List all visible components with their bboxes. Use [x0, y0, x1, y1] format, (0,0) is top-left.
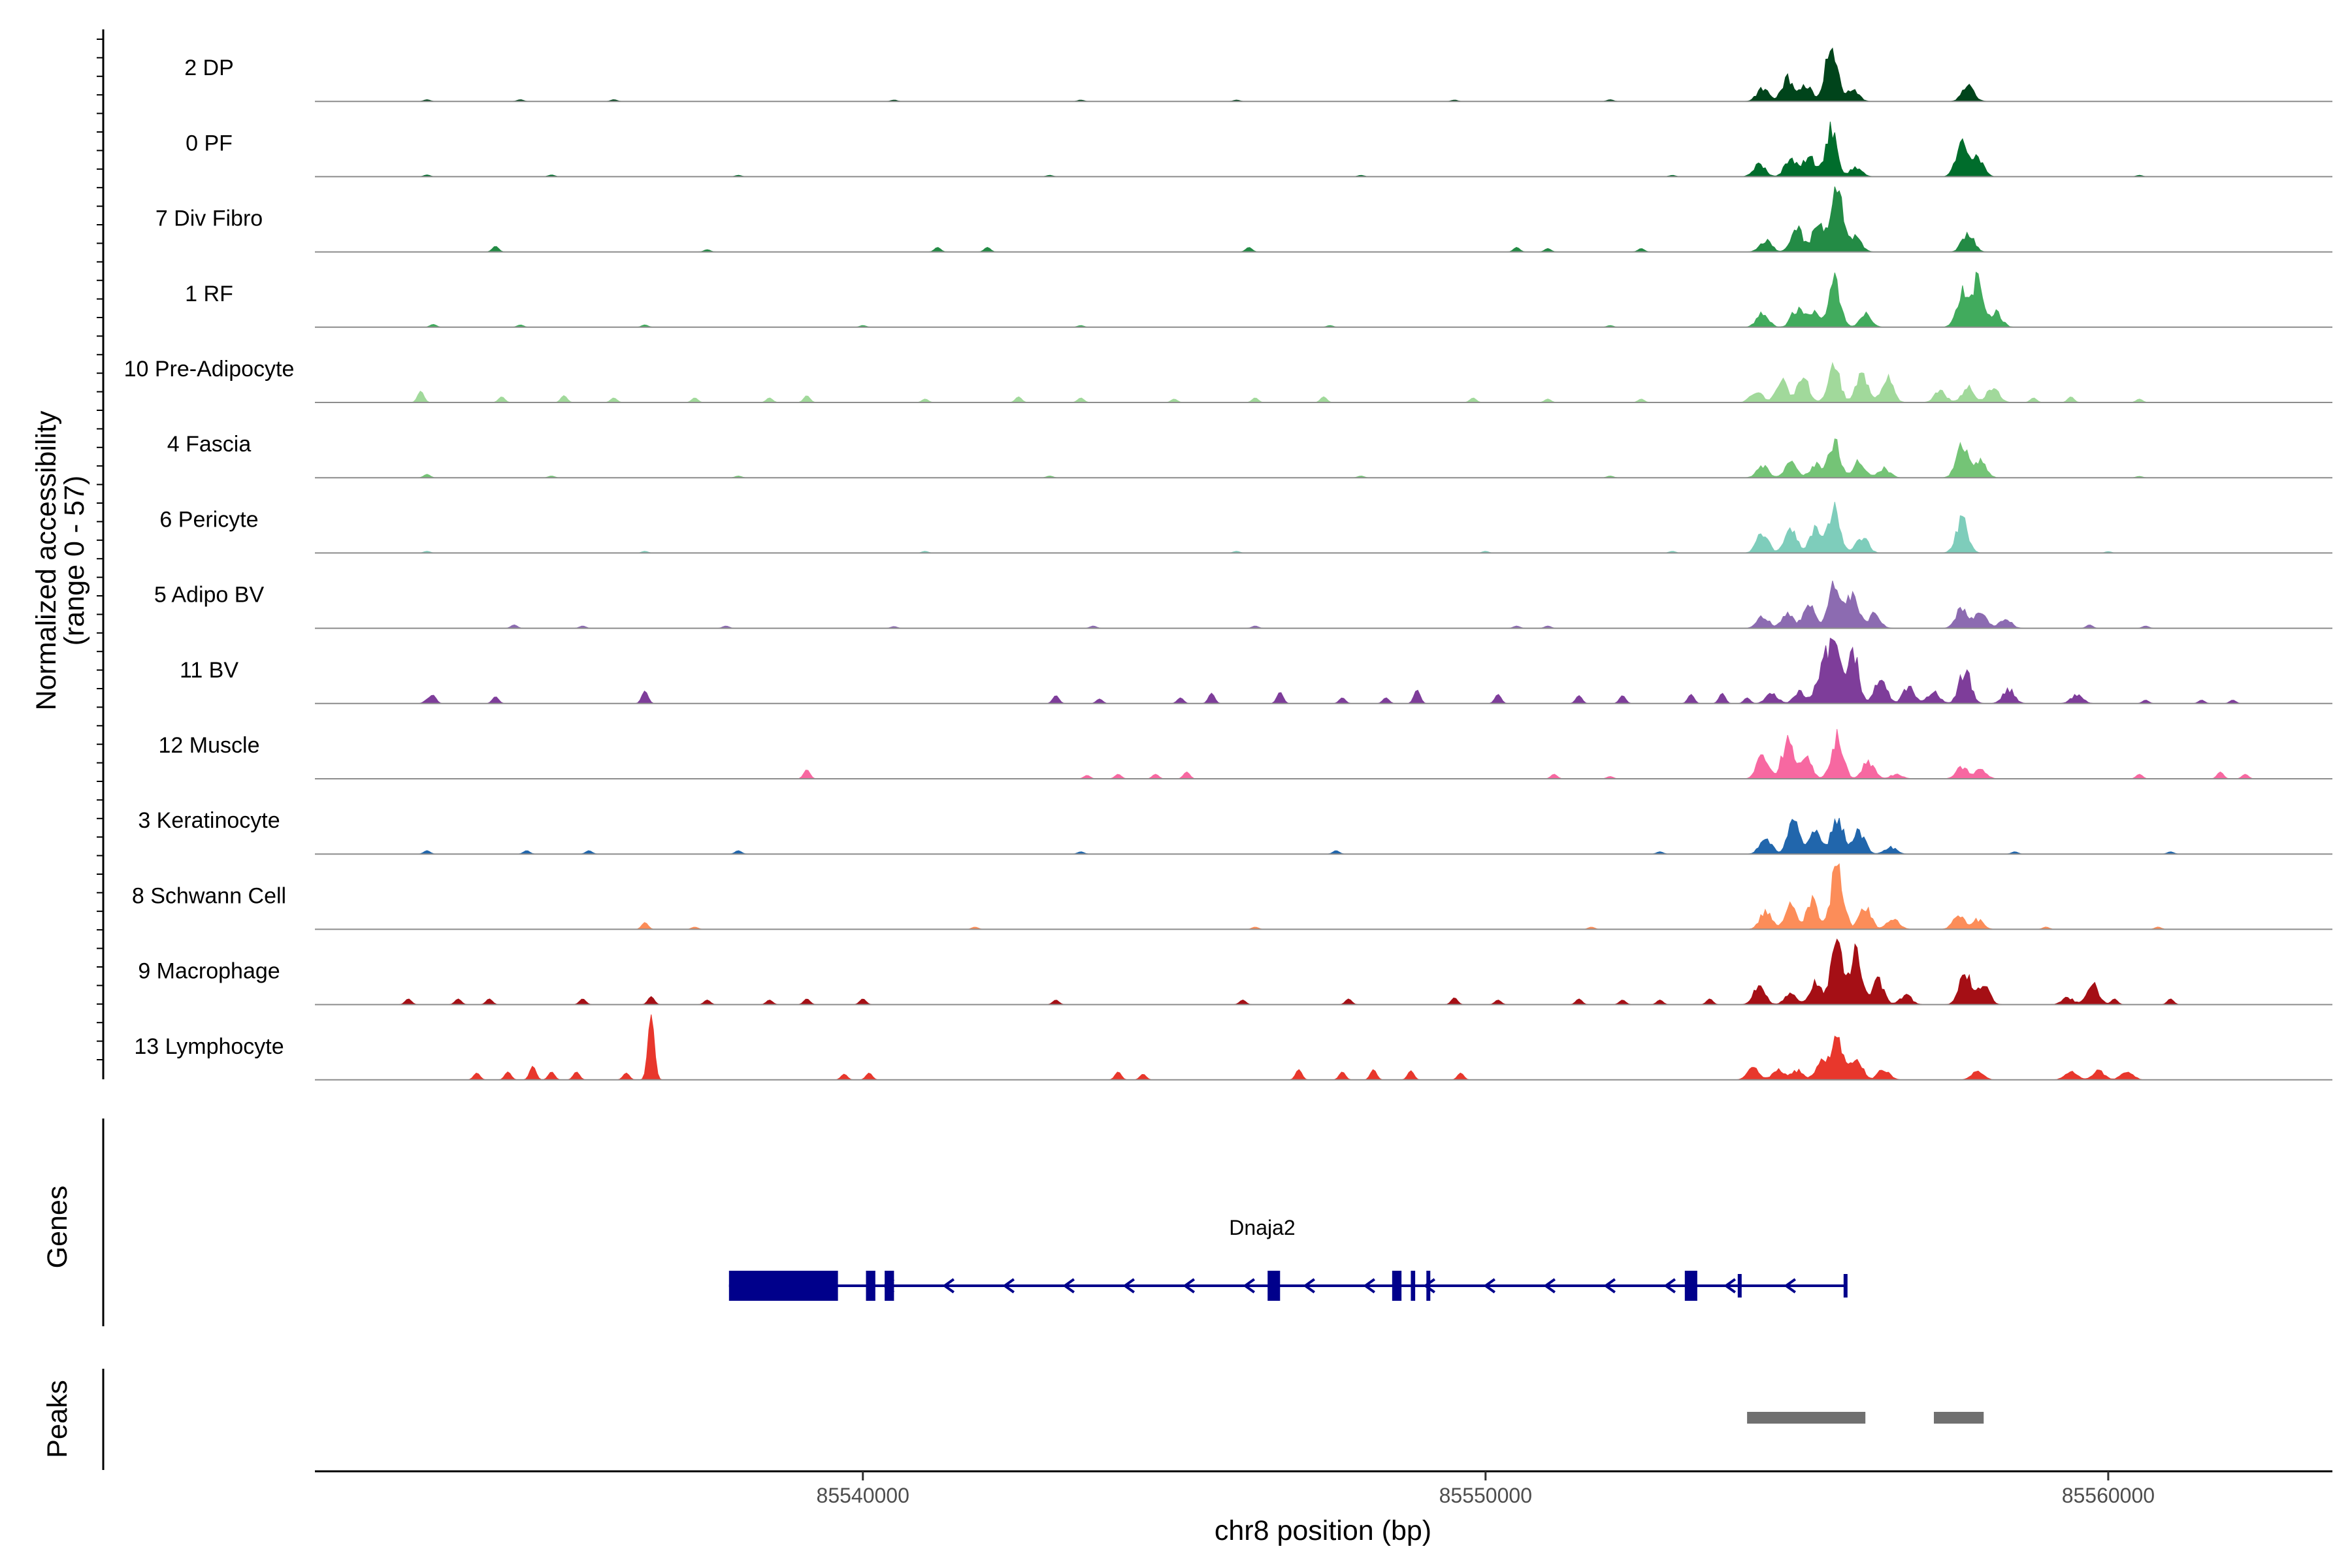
x-axis-title: chr8 position (bp) [1215, 1515, 1431, 1546]
track-label: 3 Keratinocyte [138, 808, 280, 833]
strand-arrow [1062, 1278, 1075, 1294]
track-label: 0 PF [186, 131, 233, 155]
coverage-area [315, 1014, 2332, 1081]
strand-arrow [1543, 1278, 1556, 1294]
gene-exon [728, 1271, 838, 1301]
gene-exon [1426, 1271, 1431, 1301]
genes-panel-label: Genes [42, 1186, 73, 1269]
gene-exon [866, 1271, 875, 1301]
coverage-area [315, 438, 2332, 478]
strand-arrow [1363, 1278, 1375, 1294]
track-label: 5 Adipo BV [154, 583, 265, 608]
coverage-track: 5 Adipo BV [154, 580, 2332, 629]
strand-arrow [1663, 1278, 1676, 1294]
track-label: 6 Pericyte [159, 507, 258, 532]
track-label: 7 Div Fibro [155, 206, 263, 231]
coverage-area [315, 271, 2332, 328]
track-label: 1 RF [185, 282, 233, 306]
coverage-area [315, 728, 2332, 779]
coverage-track: 0 PF [186, 122, 2332, 178]
gene-name-label: Dnaja2 [1229, 1216, 1295, 1239]
gene-panel [102, 1119, 1848, 1326]
strand-arrow [1303, 1278, 1315, 1294]
strand-arrow [1603, 1278, 1616, 1294]
x-tick-label: 85560000 [2062, 1484, 2155, 1507]
coverage-area [315, 361, 2332, 403]
coverage-track: 4 Fascia [167, 432, 2332, 479]
coverage-track: 8 Schwann Cell [132, 863, 2332, 930]
coverage-track: 1 RF [185, 271, 2332, 328]
strand-arrow [1183, 1278, 1195, 1294]
coverage-track: 3 Keratinocyte [138, 808, 2332, 855]
x-axis: 85540000 85550000 85560000 [315, 1470, 2332, 1507]
coverage-track: 11 BV [180, 637, 2332, 704]
coverage-track: 2 DP [184, 47, 2332, 103]
coverage-area [315, 47, 2332, 102]
gene-exon [885, 1271, 894, 1301]
coverage-area [315, 186, 2332, 253]
peak-region [1934, 1412, 1984, 1424]
track-label: 8 Schwann Cell [132, 883, 286, 908]
coverage-track: 9 Macrophage [138, 938, 2332, 1005]
coverage-area [315, 938, 2332, 1005]
gene-exon [1737, 1274, 1742, 1298]
x-tick-label: 85540000 [817, 1484, 909, 1507]
gene-exon [1267, 1271, 1281, 1301]
track-label: 11 BV [180, 658, 238, 683]
peak-region [1747, 1412, 1866, 1424]
strand-arrow [1243, 1278, 1255, 1294]
coverage-area [315, 637, 2332, 704]
coverage-area [315, 863, 2332, 930]
coverage-track: 7 Div Fibro [155, 186, 2332, 253]
gene-exon [1684, 1271, 1697, 1301]
left-axis [97, 29, 105, 1079]
strand-arrow [1784, 1278, 1796, 1294]
coverage-track: 13 Lymphocyte [134, 1014, 2332, 1081]
track-label: 12 Muscle [159, 733, 260, 758]
gene-exon [1392, 1271, 1402, 1301]
track-label: 13 Lymphocyte [134, 1034, 284, 1059]
coverage-track: 12 Muscle [159, 728, 2332, 779]
track-label: 4 Fascia [167, 432, 252, 457]
coverage-track: 6 Pericyte [159, 502, 2332, 554]
coverage-area [315, 817, 2332, 855]
y-axis-range-label: (range 0 - 57) [59, 476, 90, 646]
strand-arrow [1423, 1278, 1435, 1294]
coverage-area [315, 122, 2332, 177]
peak-panel [102, 1369, 1984, 1470]
track-label: 10 Pre-Adipocyte [124, 357, 295, 382]
track-label: 9 Macrophage [138, 959, 280, 984]
strand-arrow [1122, 1278, 1135, 1294]
strand-arrow [942, 1278, 955, 1294]
coverage-tracks: 2 DP 0 PF 7 Div Fibro 1 RF 10 Pre-Adipocyte 4… [124, 47, 2332, 1081]
peaks-panel-label: Peaks [42, 1380, 73, 1458]
strand-arrow [1723, 1278, 1736, 1294]
strand-arrow [1483, 1278, 1495, 1294]
coverage-area [315, 502, 2332, 553]
x-tick-label: 85550000 [1439, 1484, 1532, 1507]
gene-exon [1843, 1274, 1848, 1298]
track-label: 2 DP [184, 56, 234, 80]
y-axis-title: Normalized accessibility [31, 410, 62, 710]
coverage-track: 10 Pre-Adipocyte [124, 357, 2332, 403]
strand-arrow [1002, 1278, 1015, 1294]
gene-exon [1411, 1271, 1416, 1301]
coverage-area [315, 580, 2332, 629]
